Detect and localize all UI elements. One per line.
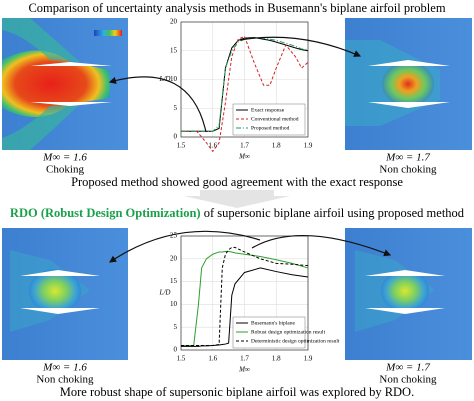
x-axis-label: M∞ <box>238 366 250 374</box>
arrow <box>109 230 261 263</box>
x-axis-label: M∞ <box>238 153 250 161</box>
chart: 0 5 10 15 20 25 1.5 1.6 1.7 1.8 1.9 M∞ L/D Busemann's… <box>159 228 340 376</box>
y-tick-label: 20 <box>170 254 178 262</box>
y-tick-label: 0 <box>174 133 178 141</box>
x-tick-label: 1.9 <box>304 355 313 363</box>
heading-rest: of supersonic biplane airfoil using prop… <box>201 206 465 220</box>
arrow <box>108 76 207 133</box>
x-tick-label: 1.8 <box>272 142 281 150</box>
mach-label: M∞ = 1.7 <box>385 362 430 374</box>
x-tick-label: 1.7 <box>240 142 249 150</box>
data-line <box>181 251 309 346</box>
data-line <box>181 35 309 153</box>
y-tick-label: 20 <box>170 18 178 26</box>
mach-label: M∞ = 1.6 <box>42 152 87 164</box>
y-tick-label: 10 <box>170 75 178 83</box>
heading-highlight: RDO (Robust Design Optimization) <box>10 206 201 220</box>
down-arrow <box>184 190 290 208</box>
plot-frame <box>180 21 309 138</box>
bottom-text: More robust shape of supersonic biplane … <box>60 385 414 399</box>
legend-label: Robust design optimization result <box>251 329 326 335</box>
flow-state: Non choking <box>379 164 437 176</box>
middle-text: Proposed method showed good agreement wi… <box>71 175 403 189</box>
cfd-image <box>2 18 128 150</box>
y-axis-label: L/D <box>159 289 171 297</box>
flow-state: Non choking <box>379 374 437 386</box>
legend-label: Exact response <box>251 107 285 113</box>
x-tick-label: 1.7 <box>240 355 249 363</box>
cfd-image <box>345 228 472 360</box>
mach-label: M∞ = 1.7 <box>385 152 430 164</box>
cfd-image <box>2 228 128 360</box>
x-tick-label: 1.8 <box>272 355 281 363</box>
x-tick-label: 1.5 <box>177 355 186 363</box>
legend-label: Conventional method <box>251 116 299 122</box>
legend-box <box>232 103 306 136</box>
chart-background <box>160 228 318 376</box>
y-tick-label: 5 <box>174 323 178 331</box>
legend-label: Busemann's biplane <box>251 320 295 326</box>
arrow <box>239 36 362 57</box>
flow-state: Non choking <box>36 374 94 386</box>
arrow <box>251 234 392 257</box>
x-tick-label: 1.6 <box>208 142 217 150</box>
y-tick-label: 5 <box>174 104 178 112</box>
y-tick-label: 25 <box>170 232 178 240</box>
x-tick-label: 1.5 <box>177 142 186 150</box>
y-tick-label: 0 <box>174 346 178 354</box>
heading: RDO (Robust Design Optimization) of supe… <box>10 206 465 220</box>
mach-label: M∞ = 1.6 <box>42 362 87 374</box>
flow-state: Choking <box>46 164 84 176</box>
y-tick-label: 15 <box>170 46 178 54</box>
legend-label: Proposed method <box>251 125 290 131</box>
data-line <box>181 267 309 347</box>
data-line <box>181 37 309 132</box>
y-tick-label: 10 <box>170 300 178 308</box>
legend-label: Deterministic design optimization result <box>251 338 340 344</box>
x-tick-label: 1.6 <box>208 355 217 363</box>
y-tick-label: 15 <box>170 277 178 285</box>
title: Comparison of uncertainty analysis metho… <box>28 1 445 15</box>
x-tick-label: 1.9 <box>304 142 313 150</box>
cfd-image <box>345 18 472 150</box>
